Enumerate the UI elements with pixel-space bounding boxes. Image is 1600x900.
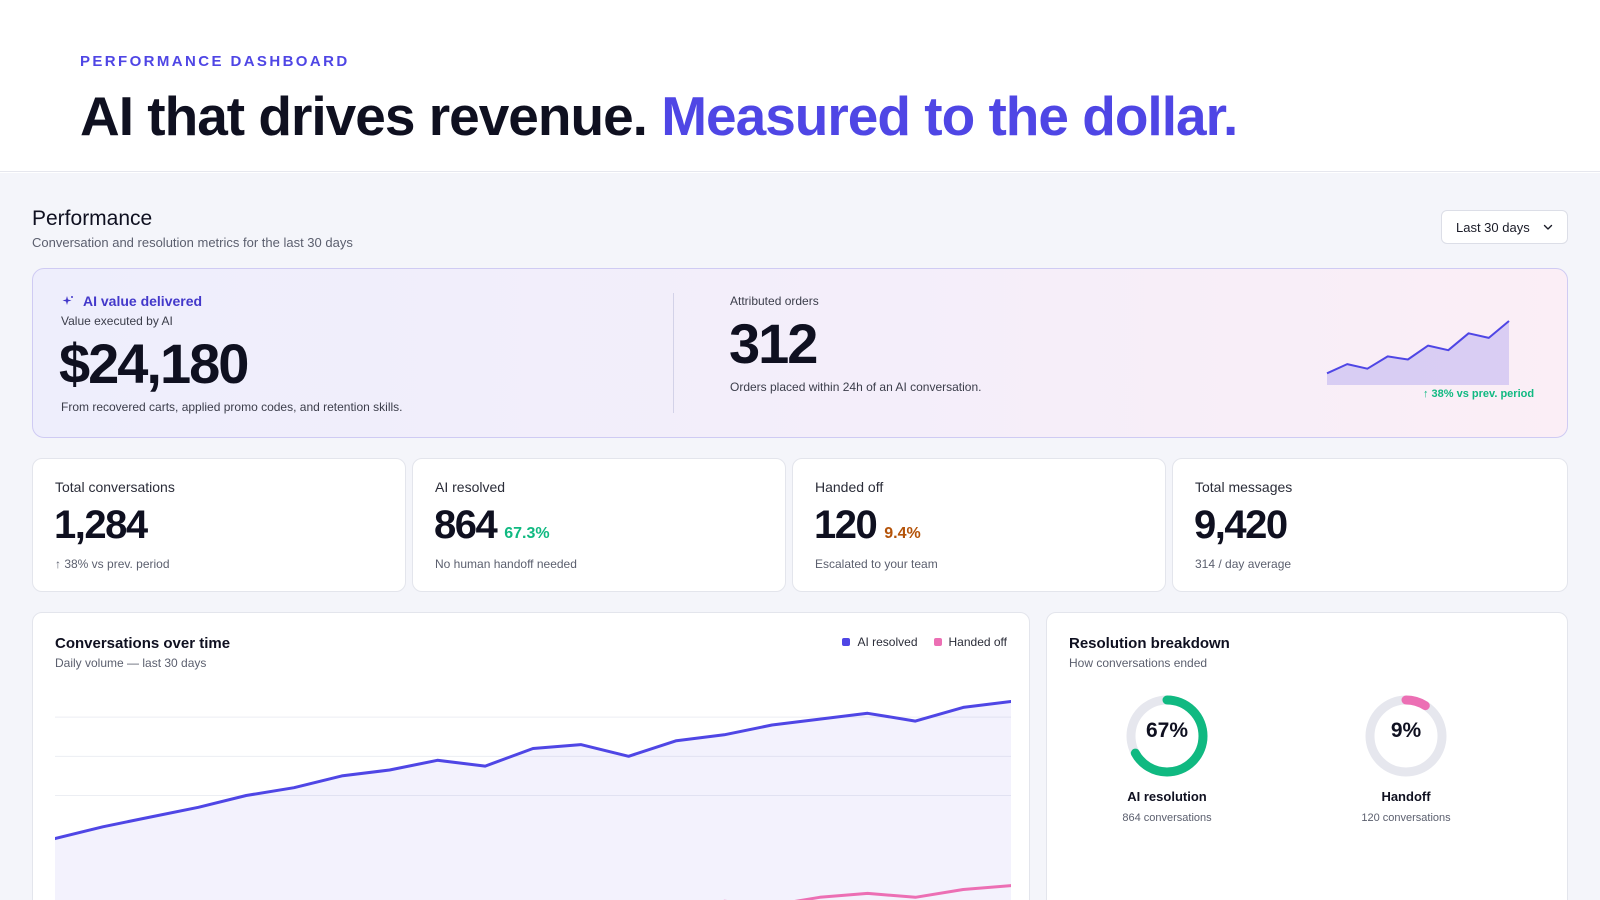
ai-resolution-donut: [1126, 695, 1208, 777]
headline-accent: Measured to the dollar.: [661, 85, 1238, 147]
ai-value-tag-label: AI value delivered: [83, 293, 203, 309]
kpi-percentage: 9.4%: [884, 525, 921, 542]
donut-arc: [1126, 695, 1208, 777]
donut-label: AI resolution: [1127, 789, 1207, 804]
dashboard: Performance Conversation and resolution …: [0, 173, 1600, 900]
kpi-card-ai-resolved: AI resolved 864 67.3% No human handoff ne…: [412, 458, 786, 592]
kpi-value: 120 9.4%: [814, 503, 921, 548]
conversations-line-chart: [55, 700, 1011, 900]
donut-sublabel: 120 conversations: [1361, 812, 1451, 824]
breakdown-subtitle: How conversations ended: [1069, 656, 1208, 670]
kpi-title: Total conversations: [55, 479, 175, 495]
legend-swatch: [933, 638, 942, 646]
donut-percentage: 67%: [1145, 719, 1189, 742]
series-line-ai-resolved: [55, 700, 1011, 841]
page-title: Performance: [32, 207, 153, 230]
series-area-ai-resolved: [55, 701, 1011, 900]
legend-label: AI resolved: [857, 635, 918, 649]
headline: AI that drives revenue. Measured to the …: [80, 84, 1238, 148]
value-executed-label: Value executed by AI: [61, 314, 173, 328]
chart-subtitle: Daily volume — last 30 days: [55, 656, 207, 670]
donut-sublabel: 864 conversations: [1122, 812, 1212, 824]
value-executed-footnote: From recovered carts, applied promo code…: [61, 400, 403, 414]
kpi-value: 864 67.3%: [434, 503, 550, 548]
kpi-number: 9,420: [1194, 503, 1288, 547]
page-subtitle: Conversation and resolution metrics for …: [32, 235, 353, 250]
legend-item-handed-off[interactable]: Handed off: [933, 635, 1008, 649]
kpi-card-total-conversations: Total conversations 1,284 ↑ 38% vs prev.…: [32, 458, 406, 592]
kpi-card-handed-off: Handed off 120 9.4% Escalated to your tea…: [792, 458, 1166, 592]
ai-value-card: AI value delivered Value executed by AI …: [32, 268, 1568, 438]
kpi-number: 864: [434, 503, 498, 547]
chevron-down-icon: [1543, 224, 1553, 230]
value-executed-amount: $24,180: [59, 332, 249, 395]
donut-arc: [1365, 695, 1447, 777]
kpi-percentage: 67.3%: [504, 525, 550, 542]
kpi-footnote: No human handoff needed: [435, 557, 577, 571]
kpi-title: Handed off: [815, 479, 884, 495]
kpi-title: Total messages: [1195, 479, 1293, 495]
orders-trend-badge: ↑ 38% vs prev. period: [1423, 388, 1535, 400]
date-range-label: Last 30 days: [1456, 219, 1530, 235]
orders-sparkline: [1326, 320, 1510, 385]
hero-section: PERFORMANCE DASHBOARD AI that drives rev…: [0, 0, 1600, 172]
donut-label: Handoff: [1381, 789, 1431, 804]
sparkle-icon: [62, 296, 73, 305]
headline-main: AI that drives revenue.: [80, 85, 648, 147]
attributed-orders-label: Attributed orders: [730, 294, 819, 308]
series-line-handed-off: [722, 884, 1011, 900]
kpi-number: 120: [814, 503, 878, 547]
breakdown-title: Resolution breakdown: [1069, 635, 1230, 652]
kpi-title: AI resolved: [435, 479, 506, 495]
kpi-footnote: ↑ 38% vs prev. period: [55, 557, 170, 571]
legend-label: Handed off: [948, 635, 1008, 649]
kpi-value: 1,284: [54, 503, 148, 548]
date-range-dropdown[interactable]: Last 30 days: [1441, 210, 1568, 244]
sparkline-line: [1326, 320, 1510, 375]
donut-percentage: 9%: [1390, 719, 1422, 742]
handoff-donut: [1365, 695, 1447, 777]
legend-item-ai-resolved[interactable]: AI resolved: [842, 635, 918, 649]
resolution-breakdown-card: Resolution breakdown How conversations e…: [1046, 612, 1568, 900]
chart-title: Conversations over time: [55, 635, 231, 652]
kpi-number: 1,284: [54, 503, 148, 547]
divider: [673, 293, 674, 413]
conversations-chart-card: Conversations over time Daily volume — l…: [32, 612, 1030, 900]
kpi-footnote: Escalated to your team: [815, 557, 938, 571]
attributed-orders-value: 312: [729, 312, 818, 375]
eyebrow-label: PERFORMANCE DASHBOARD: [80, 53, 350, 70]
chart-legend: AI resolved Handed off: [842, 635, 1007, 649]
attributed-orders-footnote: Orders placed within 24h of an AI conver…: [730, 380, 982, 394]
kpi-value: 9,420: [1194, 503, 1288, 548]
ai-value-tag: AI value delivered: [61, 293, 202, 309]
kpi-card-total-messages: Total messages 9,420 314 / day average: [1172, 458, 1568, 592]
kpi-footnote: 314 / day average: [1195, 557, 1292, 571]
legend-swatch: [842, 638, 851, 646]
